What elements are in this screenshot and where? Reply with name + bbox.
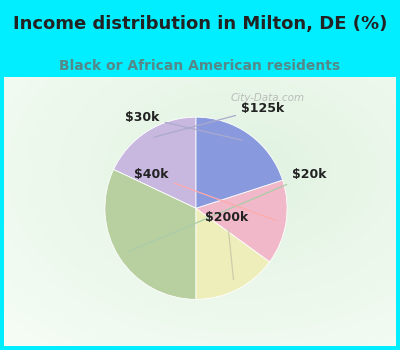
Text: $30k: $30k (126, 111, 242, 140)
Wedge shape (196, 180, 287, 262)
Text: City-Data.com: City-Data.com (230, 93, 305, 103)
Text: Black or African American residents: Black or African American residents (60, 59, 340, 73)
Wedge shape (114, 117, 196, 208)
Text: $125k: $125k (154, 102, 284, 137)
Text: $20k: $20k (128, 168, 326, 252)
Text: $40k: $40k (134, 168, 276, 220)
Wedge shape (105, 169, 196, 299)
Text: Income distribution in Milton, DE (%): Income distribution in Milton, DE (%) (13, 15, 387, 33)
Wedge shape (196, 117, 283, 208)
Text: $200k: $200k (206, 211, 249, 280)
Wedge shape (196, 208, 270, 299)
